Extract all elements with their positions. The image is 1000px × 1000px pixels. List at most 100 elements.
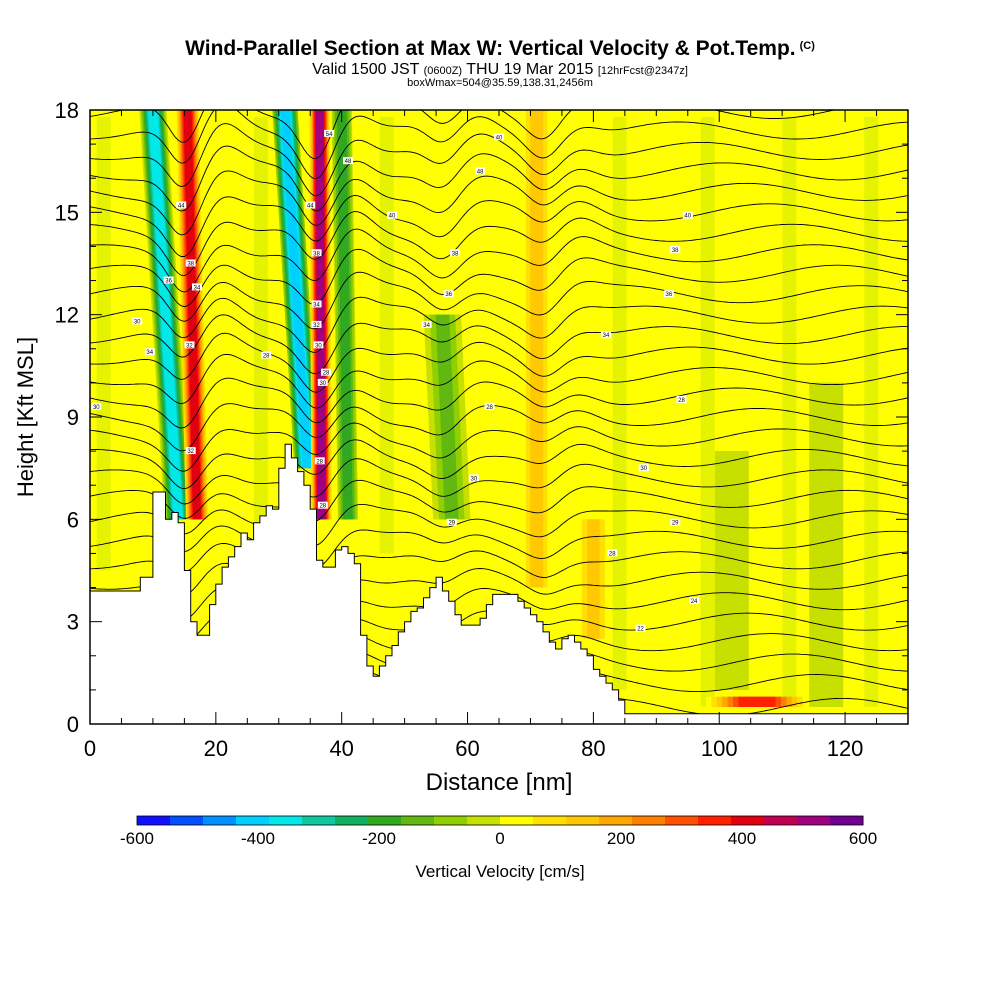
theta-contour-line: [90, 377, 908, 429]
contour-label-bg: [670, 245, 681, 253]
contour-label: 32: [184, 341, 195, 349]
colorbar-label: Vertical Velocity [cm/s]: [415, 862, 585, 881]
contour-label-bg: [676, 395, 687, 403]
contour-label: 36: [163, 276, 174, 285]
contour-label-text: 36: [666, 292, 673, 298]
contour-label-bg: [185, 447, 196, 455]
contour-label-bg: [311, 300, 322, 308]
theta-contour-line: [90, 422, 908, 472]
contour-label: 30: [91, 402, 102, 411]
x-tick-label: 100: [701, 736, 738, 761]
contour-label-bg: [689, 597, 700, 605]
contour-label-text: 34: [603, 333, 610, 339]
theta-contour-line: [90, 195, 908, 257]
chart-subtitle: Valid 1500 JST (0600Z) THU 19 Mar 2015 […: [0, 61, 1000, 79]
theta-contour-line: [90, 503, 908, 547]
theta-contour-line: [90, 211, 908, 277]
contour-label-text: 40: [684, 214, 691, 220]
colorbar-swatch: [698, 816, 732, 825]
theta-contour-line: [90, 403, 908, 452]
contour-label-text: 29: [672, 521, 679, 527]
contour-label: 44: [305, 201, 316, 210]
contour-label-text: 30: [319, 381, 326, 387]
colorbar-swatch: [434, 816, 468, 825]
colorbar-tick-label: 400: [728, 829, 756, 848]
contour-label-text: 30: [640, 466, 647, 472]
velocity-plume: [435, 314, 459, 520]
theta-contour-line: [90, 479, 908, 522]
contour-label-bg: [185, 259, 196, 267]
velocity-plume: [337, 110, 352, 520]
x-tick-label: 0: [84, 736, 96, 761]
x-tick-label: 40: [329, 736, 353, 761]
forecast-info: [12hrFcst@2347z]: [597, 65, 688, 77]
theta-contour-line: [90, 170, 908, 236]
contour-label-bg: [387, 211, 398, 219]
colorbar-swatch: [797, 816, 831, 825]
contour-label-text: 32: [187, 449, 194, 455]
contour-label: 28: [314, 457, 325, 465]
contour-label: 34: [311, 300, 322, 308]
colorbar-swatch: [566, 816, 600, 825]
contour-label-text: 29: [448, 521, 455, 527]
contour-label: 34: [191, 283, 202, 291]
colorbar-swatch: [665, 816, 699, 825]
y-tick-label: 15: [55, 200, 79, 225]
contour-label-text: 30: [93, 405, 100, 411]
contour-label: 24: [689, 597, 700, 605]
contour-label-text: 22: [637, 626, 644, 632]
valid-time: Valid 1500 JST: [312, 61, 420, 78]
contour-label-text: 44: [178, 204, 185, 210]
contour-label: 36: [663, 290, 674, 298]
contour-label-bg: [320, 368, 331, 376]
contour-label-bg: [607, 549, 618, 557]
contour-label: 34: [600, 331, 611, 339]
velocity-plume: [819, 382, 833, 707]
theta-contour-line: [90, 332, 908, 393]
title-main: Wind-Parallel Section at Max W: Vertical…: [185, 37, 796, 60]
colorbar-swatch: [632, 816, 666, 825]
colorbar-swatch: [302, 816, 336, 825]
contour-label: 48: [342, 157, 353, 165]
contour-label-bg: [446, 518, 457, 526]
y-axis-label: Height [Kft MSL]: [13, 337, 38, 497]
contour-label-bg: [494, 133, 504, 141]
copyright-mark: (C): [799, 40, 815, 52]
chart-title: Wind-Parallel Section at Max W: Vertical…: [0, 37, 1000, 61]
colorbar-frame: [136, 815, 864, 826]
contour-label-bg: [317, 501, 328, 509]
weak-downdraft-band: [700, 116, 715, 707]
contour-label-text: 38: [187, 262, 194, 268]
contour-label: 29: [446, 518, 457, 527]
contour-label-bg: [305, 201, 316, 209]
velocity-plume: [531, 110, 542, 588]
contour-label-text: 48: [345, 159, 352, 165]
contour-label-bg: [484, 402, 495, 410]
colorbar-swatch: [203, 816, 237, 825]
contour-label-bg: [324, 129, 335, 137]
y-tick-label: 18: [55, 98, 79, 123]
colorbar-swatch: [236, 816, 270, 825]
weak-downdraft-band: [96, 116, 111, 571]
colorbar-tick-label: -200: [362, 829, 396, 848]
box-max-info: boxWmax=504@35.59,138.31,2456m: [407, 77, 593, 89]
contour-label: 28: [320, 368, 331, 377]
contour-label-text: 32: [313, 323, 320, 329]
theta-contour-line: [90, 314, 908, 375]
colorbar-swatch: [533, 816, 567, 825]
theta-contour-line: [90, 439, 908, 490]
contour-label-bg: [468, 474, 479, 482]
contour-label-bg: [163, 276, 174, 284]
contour-label-text: 32: [186, 343, 193, 349]
contour-label: 32: [185, 447, 196, 455]
contour-label-text: 38: [452, 251, 459, 257]
contour-label-text: 24: [691, 599, 698, 605]
contour-label-text: 38: [313, 251, 320, 257]
contour-label: 28: [607, 549, 618, 557]
theta-contour-line: [90, 145, 908, 212]
contour-label-bg: [184, 341, 195, 349]
colorbar-swatch: [830, 816, 864, 825]
contour-label: 38: [449, 249, 460, 257]
contour-label-text: 28: [609, 551, 616, 557]
contour-label-bg: [638, 464, 649, 472]
